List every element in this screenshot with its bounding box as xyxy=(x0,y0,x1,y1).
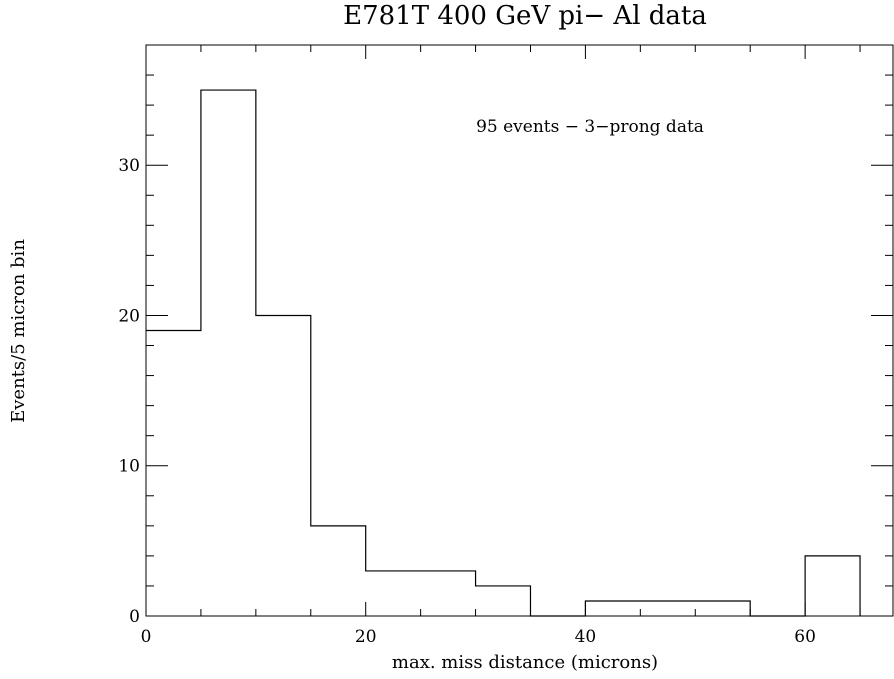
tick-labels: 0 20 40 60 0 10 20 30 xyxy=(118,156,816,647)
chart-title: E781T 400 GeV pi− Al data xyxy=(343,1,707,31)
x-tick-label: 20 xyxy=(355,627,377,647)
y-tick-label: 0 xyxy=(129,607,140,627)
histogram-outline xyxy=(146,89,861,617)
x-tick-label: 60 xyxy=(794,627,816,647)
y-tick-label: 30 xyxy=(118,156,140,176)
axis-ticks xyxy=(145,44,893,617)
x-tick-label: 40 xyxy=(575,627,597,647)
y-axis-label: Events/5 micron bin xyxy=(8,239,29,423)
y-tick-label: 10 xyxy=(118,457,140,477)
y-tick-label: 20 xyxy=(118,306,140,326)
x-axis-label: max. miss distance (microns) xyxy=(392,652,658,673)
x-tick-label: 0 xyxy=(141,627,152,647)
events-annotation: 95 events − 3−prong data xyxy=(476,117,704,137)
